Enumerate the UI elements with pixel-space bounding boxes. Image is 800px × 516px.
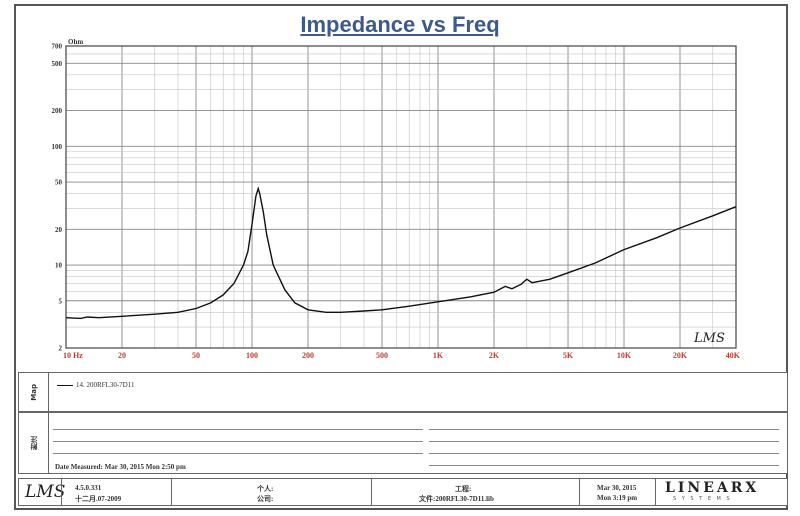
y-tick-label: 10 xyxy=(55,262,63,270)
lms-watermark: LMS xyxy=(693,331,725,346)
x-tick-label: 20K xyxy=(673,351,688,360)
x-tick-label: 200 xyxy=(302,351,314,360)
x-tick-label: 10K xyxy=(617,351,632,360)
x-tick-label: 5K xyxy=(563,351,574,360)
x-tick-label: 100 xyxy=(246,351,258,360)
company-label: 公司: xyxy=(257,495,274,503)
x-tick-label: 1K xyxy=(433,351,444,360)
y-tick-label: 100 xyxy=(52,143,63,151)
legend-panel: Map 14. 200RFL30-7D11 xyxy=(18,372,788,412)
legend-entry: 14. 200RFL30-7D11 xyxy=(57,381,134,389)
footer-date: Mar 30, 2015 xyxy=(597,484,637,492)
impedance-curve xyxy=(65,186,737,320)
y-tick-label: 500 xyxy=(52,60,63,68)
grid xyxy=(65,45,737,349)
y-tick-label: 700 xyxy=(52,43,63,51)
x-tick-label: 10 Hz xyxy=(63,351,83,360)
linearx-sub: S Y S T E M S xyxy=(673,496,732,502)
y-tick-labels: 700 500 200 100 50 20 10 5 2 xyxy=(52,43,63,353)
version: 4.5.0.331 xyxy=(75,484,102,492)
linearx-logo: LINEARX xyxy=(665,480,760,496)
y-tick-label: 50 xyxy=(55,179,63,187)
x-tick-label: 500 xyxy=(376,351,388,360)
chart-title: Impedance vs Freq xyxy=(300,12,500,37)
file-label: 文件:200RFL30-7D11.lib xyxy=(419,495,494,503)
x-tick-labels: 10 Hz 20 50 100 200 500 1K 2K 5K 10K 20K 40K xyxy=(63,351,741,360)
notes-panel: 附注 Date Measured: Mar 30, 2015 Mon 2:50 … xyxy=(18,412,788,474)
y-tick-label: 2 xyxy=(59,345,63,353)
y-tick-label: 200 xyxy=(52,107,63,115)
legend-side-label: Map xyxy=(19,373,49,411)
x-tick-label: 40K xyxy=(726,351,741,360)
notes-side-label: 附注 xyxy=(19,413,49,473)
date-measured: Date Measured: Mar 30, 2015 Mon 2:50 pm xyxy=(55,463,186,471)
footer-time: Mon 3:19 pm xyxy=(597,494,638,502)
legend-entry-label: 14. 200RFL30-7D11 xyxy=(76,381,135,389)
x-tick-label: 2K xyxy=(489,351,500,360)
x-tick-label: 50 xyxy=(192,351,200,360)
lms-logo: LMS xyxy=(25,482,66,502)
project-label: 工程: xyxy=(455,485,472,493)
plot-border xyxy=(65,45,737,349)
x-tick-label: 20 xyxy=(118,351,126,360)
person-label: 个人: xyxy=(257,485,274,493)
build-date: 十二月.07-2009 xyxy=(75,495,122,503)
legend-line-swatch xyxy=(57,384,73,386)
y-tick-label: 5 xyxy=(59,297,63,305)
y-axis-label: Ohm xyxy=(68,38,83,46)
footer-bar: LMS 4.5.0.331 十二月.07-2009 个人: 公司: 工程: 文件… xyxy=(18,478,788,506)
y-tick-label: 20 xyxy=(55,226,63,234)
